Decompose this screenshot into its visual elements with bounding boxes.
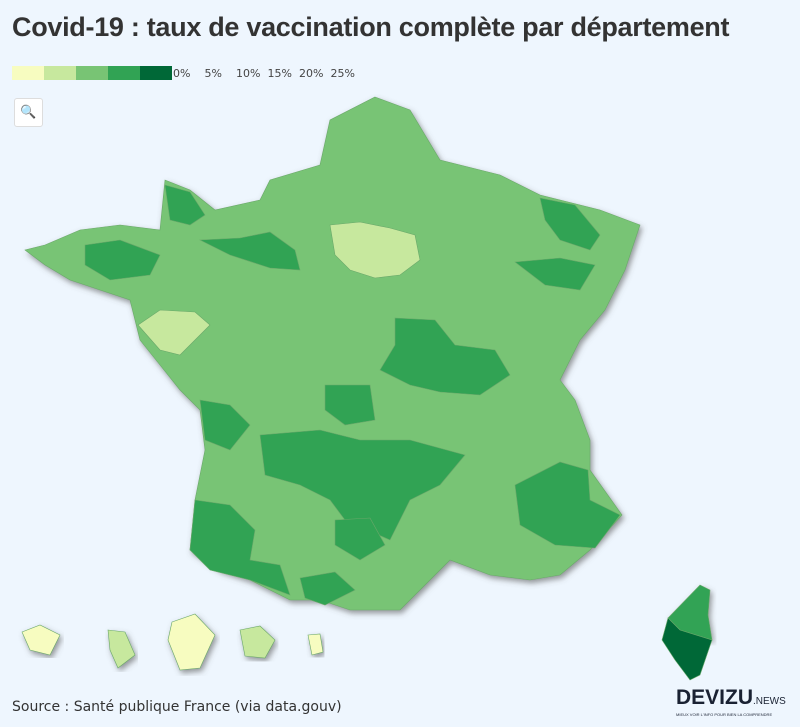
mayotte[interactable] bbox=[307, 633, 324, 656]
legend-label: 5% bbox=[204, 66, 222, 80]
region-dark[interactable] bbox=[198, 231, 301, 271]
region-dark[interactable] bbox=[299, 571, 356, 606]
guadeloupe[interactable] bbox=[21, 624, 61, 656]
legend-label: 0% bbox=[173, 66, 191, 80]
guyane[interactable] bbox=[167, 613, 216, 671]
legend-label: 10% bbox=[236, 66, 261, 80]
legend-swatch bbox=[108, 66, 140, 80]
logo-suffix: .NEWS bbox=[753, 696, 786, 707]
reunion[interactable] bbox=[239, 625, 276, 659]
region-dark[interactable] bbox=[379, 317, 511, 396]
legend-label: 20% bbox=[299, 66, 324, 80]
logo-wordmark: DEVIZU.NEWS bbox=[676, 686, 786, 710]
devizu-logo: DEVIZU.NEWS MIEUX VOIR L'INFO POUR BIEN … bbox=[676, 686, 786, 718]
region-dark[interactable] bbox=[259, 429, 466, 541]
corsica-south[interactable] bbox=[661, 617, 713, 681]
region-loire-atlantique[interactable] bbox=[137, 309, 211, 356]
legend-swatch bbox=[12, 66, 44, 80]
region-dark[interactable] bbox=[334, 517, 386, 561]
region-dark[interactable] bbox=[84, 239, 161, 281]
region-dark[interactable] bbox=[199, 399, 251, 451]
search-icon: 🔍 bbox=[20, 105, 37, 120]
region-dark[interactable] bbox=[539, 197, 601, 251]
page-title: Covid-19 : taux de vaccination complète … bbox=[12, 12, 730, 42]
region-dark[interactable] bbox=[164, 184, 206, 226]
legend-label: 25% bbox=[330, 66, 355, 80]
region-paris[interactable] bbox=[329, 221, 421, 279]
legend-label: 15% bbox=[267, 66, 292, 80]
logo-tagline: MIEUX VOIR L'INFO POUR BIEN LA COMPRENDR… bbox=[676, 712, 773, 717]
logo-name: DEVIZU bbox=[676, 686, 754, 709]
region-dark[interactable] bbox=[189, 499, 291, 596]
region-dark[interactable] bbox=[514, 257, 596, 291]
source-note: Source : Santé publique France (via data… bbox=[12, 699, 342, 715]
legend-swatch bbox=[140, 66, 172, 80]
zoom-button[interactable]: 🔍 bbox=[14, 98, 43, 127]
legend-swatch bbox=[76, 66, 108, 80]
region-dark[interactable] bbox=[514, 461, 621, 549]
martinique[interactable] bbox=[107, 629, 136, 669]
legend-swatch bbox=[44, 66, 76, 80]
color-legend: 0% 5% 10% 15% 20% 25% bbox=[12, 66, 362, 80]
region-dark[interactable] bbox=[324, 384, 376, 426]
